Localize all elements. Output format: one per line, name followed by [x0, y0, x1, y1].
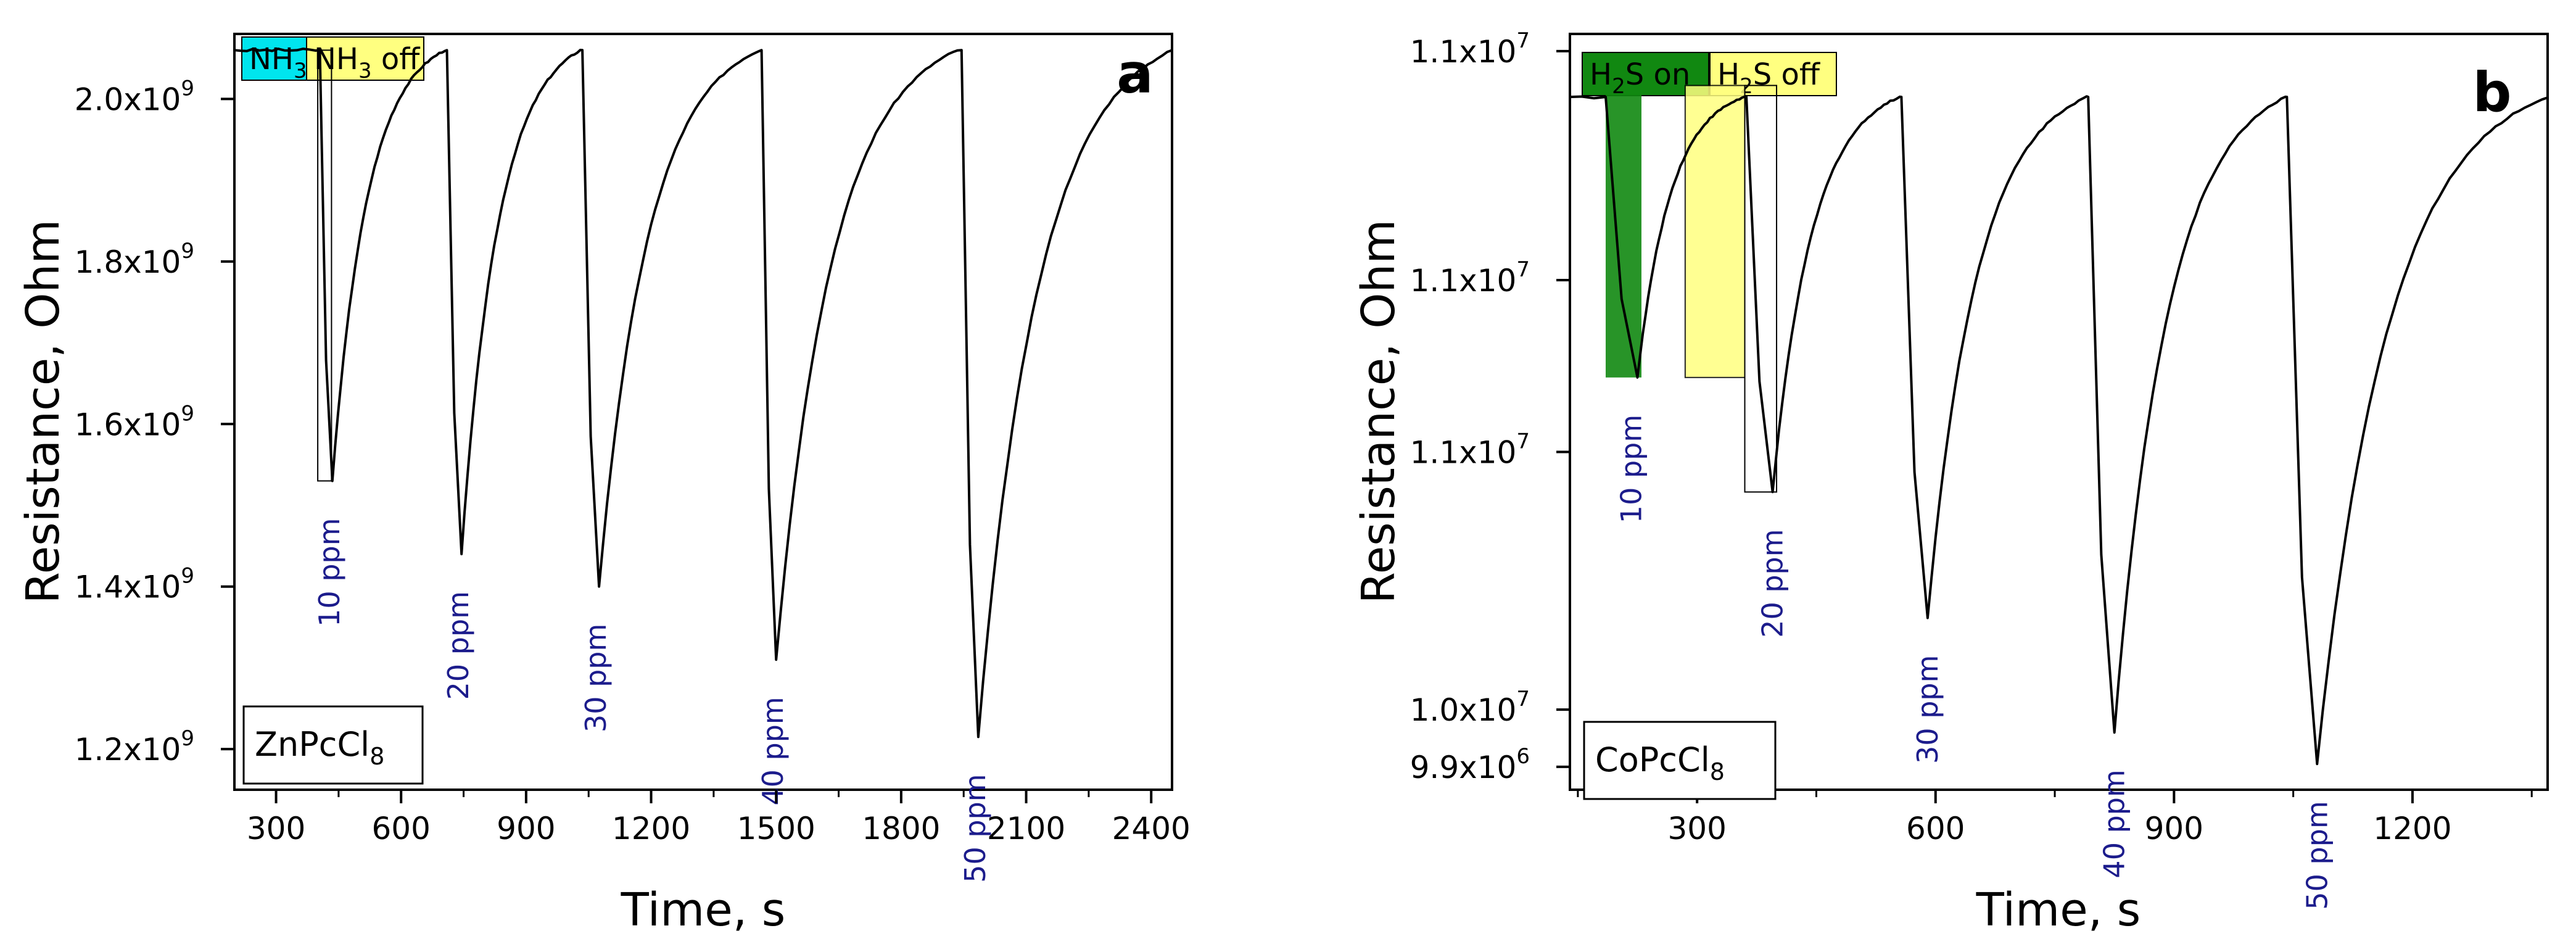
y-axis-label: Resistance, Ohm: [17, 219, 70, 603]
y-tick-label: 1.4x109: [75, 564, 194, 605]
x-tick-label: 600: [372, 811, 431, 846]
y-tick-label: 1.2x109: [75, 726, 194, 768]
sample-label: ZnPcCl8: [255, 725, 384, 770]
resistance-curve: [234, 48, 1173, 739]
ppm-label: 40 ppm: [2098, 769, 2131, 878]
y-tick-label: 1.1x107: [1410, 257, 1530, 299]
legend-label-off: NH3 off: [314, 42, 420, 83]
x-axis-label: Time, s: [621, 884, 786, 937]
x-tick-label: 2400: [1112, 811, 1191, 846]
exposure-on-region: [1605, 94, 1641, 378]
y-tick-label: 1.1x107: [1410, 429, 1530, 470]
ppm-label: 10 ppm: [1615, 415, 1648, 523]
x-tick-label: 900: [497, 811, 555, 846]
sample-label: CoPcCl8: [1595, 740, 1725, 785]
y-tick-label: 9.9x106: [1410, 744, 1530, 785]
panel-letter: a: [1117, 42, 1153, 106]
y-tick-label: 1.6x109: [75, 401, 194, 442]
x-tick-label: 1500: [737, 811, 815, 846]
plot-frame: [233, 33, 1173, 791]
x-tick-label: 1800: [862, 811, 940, 846]
y-tick-label: 1.0x107: [1410, 687, 1530, 728]
ppm-label: 40 ppm: [756, 697, 790, 805]
legend-label-on: H2S on: [1590, 57, 1690, 99]
panel-letter: b: [2473, 60, 2512, 124]
x-tick-label: 1200: [2373, 811, 2451, 846]
x-tick-label: 1200: [612, 811, 690, 846]
sample-box: [1583, 721, 1777, 800]
x-tick-label: 2100: [987, 811, 1065, 846]
legend-box-on: [241, 36, 307, 81]
exposure-off-region: [1684, 85, 1746, 378]
x-tick-label: 300: [247, 811, 305, 846]
ppm-label: 30 ppm: [579, 624, 613, 732]
ppm-label: 20 ppm: [1756, 529, 1790, 637]
resistance-curve: [1569, 95, 2548, 766]
exposure-outline: [317, 49, 332, 482]
x-tick-label: 600: [1906, 811, 1965, 846]
plot-frame: [1569, 33, 2549, 791]
y-tick-label: 2.0x109: [75, 76, 194, 117]
ppm-label: 50 ppm: [2300, 801, 2334, 909]
ppm-label: 30 ppm: [1911, 655, 1944, 764]
x-tick-label: 900: [2145, 811, 2203, 846]
x-axis-label: Time, s: [1976, 884, 2141, 937]
sample-box: [242, 705, 424, 785]
legend-box-off: [306, 36, 424, 81]
x-tick-label: 300: [1667, 811, 1726, 846]
ppm-label: 10 ppm: [313, 518, 346, 626]
exposure-outline: [1744, 85, 1778, 493]
y-tick-label: 1.1x107: [1410, 28, 1530, 70]
ppm-label: 20 ppm: [442, 591, 475, 700]
y-axis-label: Resistance, Ohm: [1352, 219, 1405, 603]
y-tick-label: 1.8x109: [75, 239, 194, 280]
